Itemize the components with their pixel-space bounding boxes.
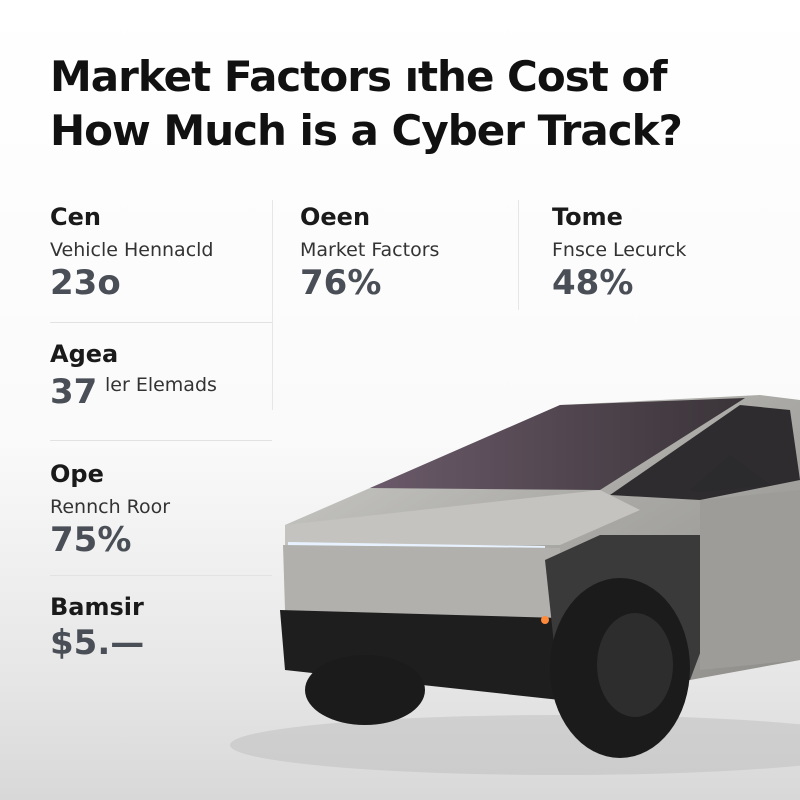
- stat-heading: Cen: [50, 203, 101, 231]
- stat: Bamsir $5.—: [50, 593, 144, 663]
- stat-heading: Oeen: [300, 203, 371, 231]
- divider: [50, 575, 272, 576]
- stat-value: 76%: [300, 263, 382, 303]
- title-line: How Much is a Cyber Track?: [50, 106, 683, 155]
- stat-label: Vehicle Hennacld: [50, 239, 214, 261]
- stat-heading: Ope: [50, 460, 104, 488]
- stat: Cen Vehicle Hennacld 23o: [50, 203, 213, 303]
- divider: [272, 200, 273, 410]
- stat-value: 23o: [50, 263, 121, 303]
- stat: Tome Fnsce Lecurck 48%: [552, 203, 686, 303]
- stat: Agea 37 ler Elemads: [50, 340, 217, 418]
- stat: Ope Rennch Roor 75%: [50, 460, 170, 560]
- stat-heading: Agea: [50, 340, 119, 368]
- title-line: Market Factors ıthe Cost of: [50, 52, 668, 101]
- divider: [518, 200, 519, 310]
- stat-label: Market Factors: [300, 239, 440, 261]
- stat-value: 37: [50, 372, 98, 412]
- stat-value: 75%: [50, 520, 132, 560]
- stat-label: Rennch Roor: [50, 496, 171, 518]
- stat-label: ler Elemads: [105, 374, 217, 396]
- divider: [50, 322, 272, 323]
- stat-heading: Tome: [552, 203, 623, 231]
- divider: [50, 440, 272, 441]
- stat-value: 48%: [552, 263, 634, 303]
- stat-heading: Bamsir: [50, 593, 144, 621]
- stat: Oeen Market Factors 76%: [300, 203, 439, 303]
- stat-label: Fnsce Lecurck: [552, 239, 687, 261]
- stat-value: $5.—: [50, 623, 145, 663]
